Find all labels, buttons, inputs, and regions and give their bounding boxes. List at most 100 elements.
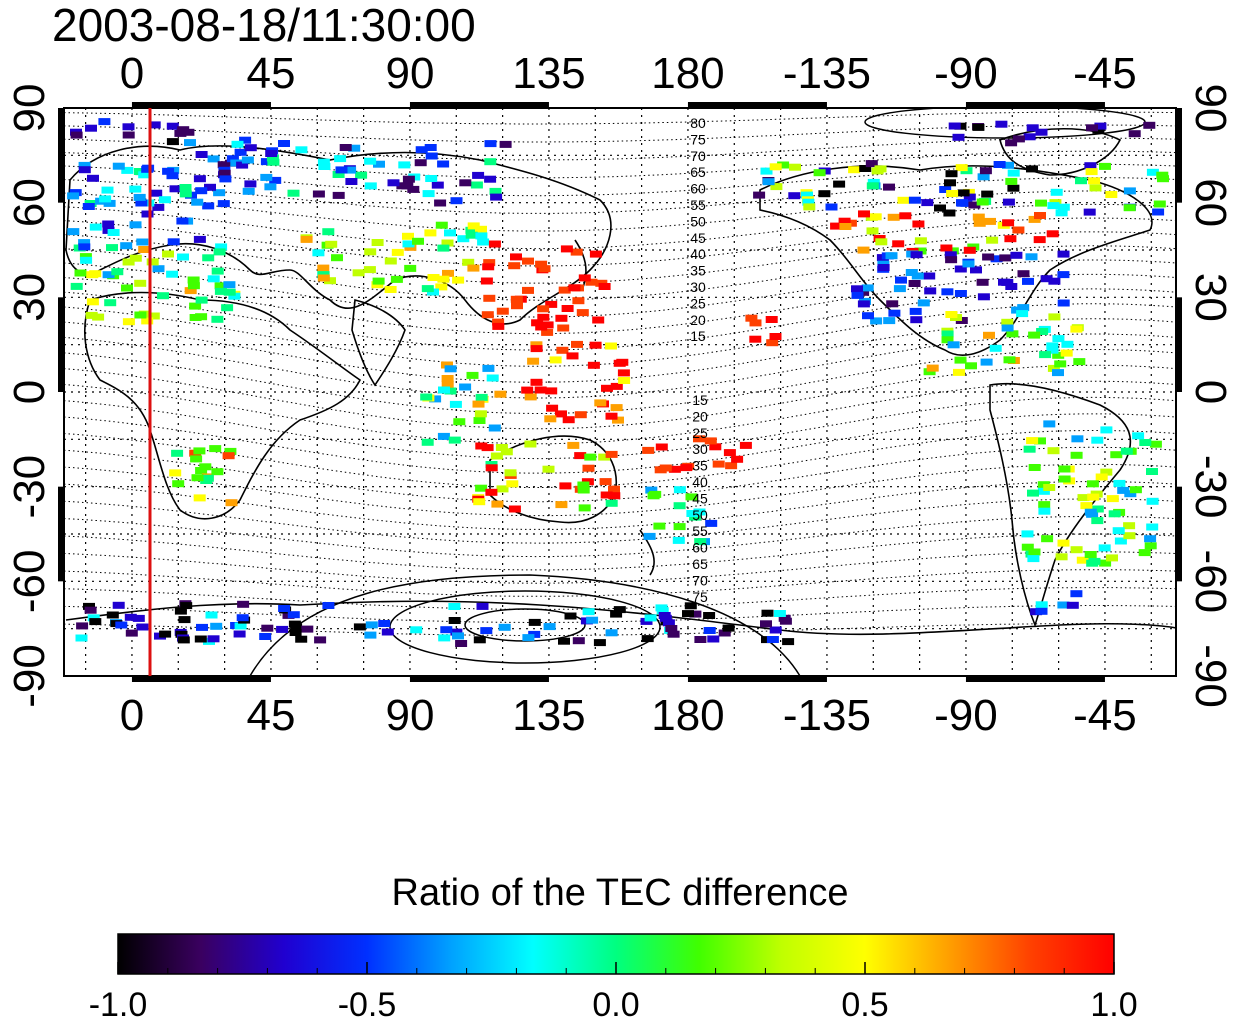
tec-cell: [578, 274, 591, 282]
tec-cell: [610, 610, 623, 618]
lon-tick-label: 135: [512, 691, 585, 740]
lat-tick-label: 60: [5, 178, 54, 227]
tec-cell: [874, 165, 887, 173]
tec-cell: [1012, 135, 1025, 143]
tec-cell: [301, 625, 314, 633]
tec-cell: [70, 131, 83, 139]
tec-cell: [438, 634, 451, 642]
tec-cell: [1046, 346, 1059, 354]
tec-cell: [993, 161, 1006, 168]
tec-cell: [610, 382, 623, 390]
tec-cell: [169, 469, 182, 477]
tec-cell: [434, 199, 447, 207]
tec-cell: [1077, 494, 1090, 502]
tec-cell: [442, 269, 454, 277]
tec-cell: [214, 282, 227, 290]
contour-label: 40: [692, 474, 708, 490]
tec-cell: [175, 630, 188, 638]
tec-cell: [381, 628, 394, 636]
tec-cell: [1017, 304, 1030, 312]
tec-cell: [731, 455, 744, 463]
tec-cell: [921, 199, 934, 207]
tec-cell: [1021, 543, 1034, 551]
tec-cell: [236, 614, 249, 622]
tec-cell: [694, 636, 707, 643]
tec-cell: [101, 186, 114, 194]
tec-cell: [968, 201, 981, 209]
tec-cell: [1124, 490, 1137, 498]
lat-tick-label: -90: [5, 644, 54, 708]
tec-cell: [801, 191, 813, 199]
tec-cell: [1153, 200, 1166, 208]
tec-cell: [952, 133, 965, 141]
tec-cell: [492, 322, 505, 330]
tec-cell: [481, 311, 494, 319]
tec-cell: [378, 620, 391, 627]
tec-cell: [673, 502, 686, 510]
tec-cell: [582, 464, 595, 472]
tec-cell: [141, 210, 154, 218]
tec-cell: [414, 159, 427, 167]
tec-cell: [555, 410, 567, 418]
tec-cell: [1058, 465, 1071, 473]
tec-cell: [773, 610, 786, 617]
tec-cell: [459, 383, 472, 391]
tec-cell: [705, 519, 718, 527]
tec-cell: [1138, 549, 1151, 557]
tec-cell: [545, 300, 558, 308]
tec-cell: [278, 140, 290, 147]
tec-cell: [1005, 177, 1018, 185]
tec-cell: [132, 614, 145, 622]
tec-cell: [899, 212, 912, 220]
tec-cell: [1146, 168, 1159, 176]
tec-cell: [317, 264, 330, 272]
tec-cell: [888, 309, 901, 317]
tec-cell: [777, 161, 790, 169]
tec-cell: [317, 274, 330, 282]
tec-cell: [475, 484, 488, 492]
tec-cell: [1043, 420, 1056, 428]
tec-cell: [870, 317, 883, 325]
tec-cell: [1005, 283, 1018, 290]
contour-line: [64, 605, 1176, 623]
tec-cell: [709, 443, 722, 451]
tec-cell: [1087, 493, 1100, 501]
tec-cell: [689, 610, 702, 618]
tec-cell: [1091, 436, 1104, 444]
tec-cell: [886, 300, 899, 308]
tec-cell: [779, 617, 792, 625]
tec-cell: [1036, 328, 1049, 335]
tec-cell: [80, 256, 93, 264]
tec-cell: [703, 612, 716, 619]
tec-cell: [205, 611, 218, 619]
tec-cell: [1086, 480, 1099, 488]
tec-cell: [228, 292, 241, 300]
tec-cell: [496, 485, 509, 493]
contour-label: 70: [692, 572, 708, 588]
tec-cell: [712, 460, 725, 468]
tec-cell: [1084, 508, 1097, 516]
tec-cell: [704, 437, 717, 445]
frame-bar: [1176, 297, 1182, 392]
tec-cell: [703, 627, 716, 634]
tec-cell: [473, 636, 486, 644]
tec-cell: [944, 251, 957, 259]
tec-cell: [605, 412, 618, 420]
tec-cell: [645, 486, 658, 494]
tec-cell: [219, 175, 232, 183]
tec-cell: [707, 635, 720, 643]
tec-cell: [233, 630, 246, 638]
tec-cell: [171, 449, 184, 457]
tec-cell: [133, 193, 146, 201]
tec-cell: [475, 442, 488, 450]
tec-cell: [643, 532, 656, 540]
tec-cell: [449, 400, 462, 408]
tec-cell: [176, 217, 189, 225]
tec-cell: [682, 610, 694, 618]
frame-bar: [131, 676, 271, 682]
tec-cell: [587, 361, 600, 369]
tec-cell: [136, 623, 149, 631]
contour-label: 35: [692, 458, 708, 474]
colorbar-tick-label: -1.0: [89, 986, 148, 1024]
